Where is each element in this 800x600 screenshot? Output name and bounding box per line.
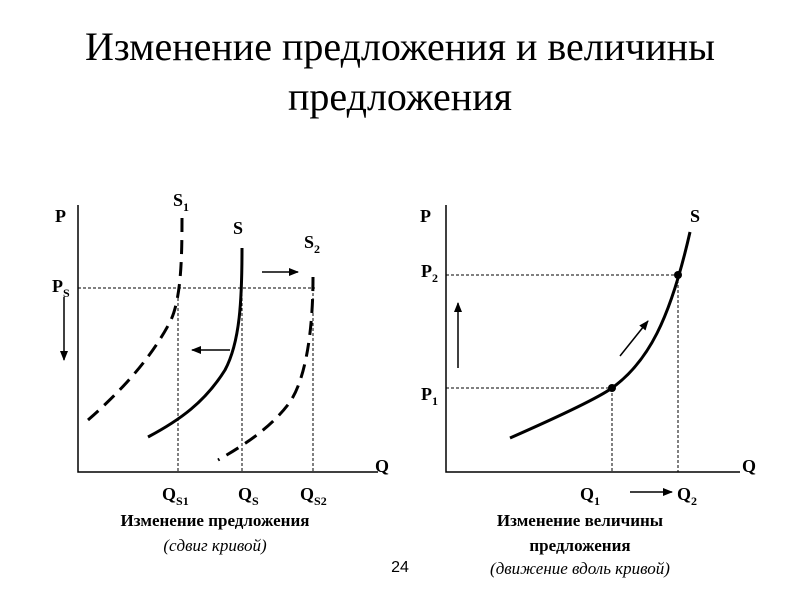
axes (445, 205, 740, 473)
price-label: P1 (421, 384, 438, 408)
supply-curve-s1 (87, 217, 184, 422)
axes (77, 205, 378, 473)
supply-curve (509, 231, 692, 440)
price-label: P2 (421, 261, 438, 285)
curve-label: S1 (173, 190, 189, 214)
caption: Изменение величины (497, 511, 663, 530)
axis-label: P (420, 206, 431, 226)
quantity-label: QS (238, 484, 259, 508)
arrow (619, 320, 649, 357)
point (608, 384, 616, 392)
page-number: 24 (391, 559, 409, 576)
quantity-label: Q2 (677, 484, 697, 508)
subcaption: (сдвиг кривой) (163, 536, 267, 555)
price-label: PS (52, 276, 70, 300)
point (674, 271, 682, 279)
right-diagram: P Q S P2 P1 Q1 Q2 Изменение величины пре… (420, 205, 756, 578)
caption: Изменение предложения (121, 511, 310, 530)
axis-label: Q (375, 456, 389, 476)
quantity-label: QS2 (300, 484, 327, 508)
quantity-label: Q1 (580, 484, 600, 508)
slide-title: Изменение предложения и величины предлож… (85, 24, 715, 119)
axis-label: Q (742, 456, 756, 476)
curve-label: S (233, 218, 243, 238)
subcaption: (движение вдоль кривой) (490, 559, 670, 578)
curve-label: S (690, 206, 700, 226)
supply-curve-s (147, 247, 244, 439)
curve-label: S2 (304, 232, 320, 256)
quantity-label: QS1 (162, 484, 189, 508)
supply-curve-s2 (217, 276, 315, 462)
axis-label: P (55, 206, 66, 226)
caption: предложения (529, 536, 630, 555)
left-diagram: P Q S1 S S2 PS QS1 QS QS2 Изменение пред… (52, 190, 389, 555)
